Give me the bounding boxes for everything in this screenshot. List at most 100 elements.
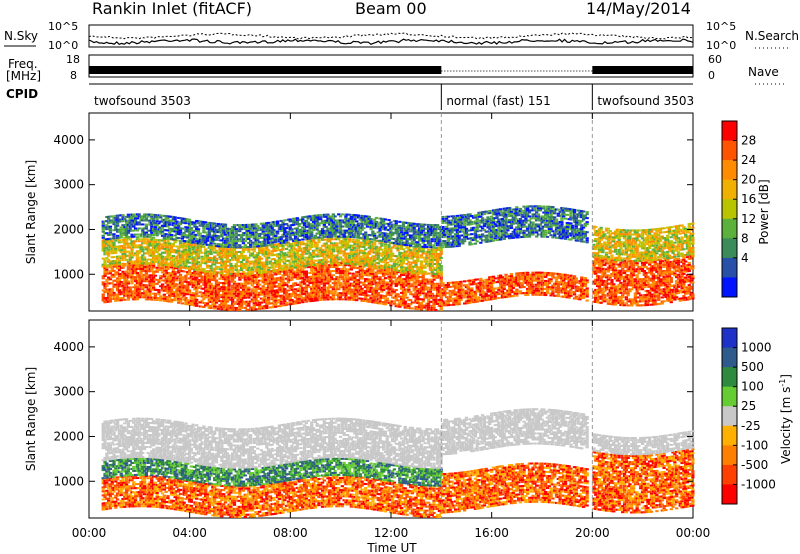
power-cell-1716	[348, 284, 351, 286]
power-cell-2647	[165, 264, 168, 266]
power-cell-3599	[355, 249, 358, 251]
power-cell-2273	[431, 297, 434, 299]
power-cell-192	[130, 282, 133, 284]
power-cell-258	[139, 294, 142, 296]
power-cell-3594	[355, 259, 358, 261]
power-cell-547	[181, 278, 184, 280]
power-cell-4099	[120, 236, 123, 238]
power-cell-4110	[121, 220, 124, 222]
power-cell-2602	[154, 239, 157, 241]
power-cell-2963	[226, 259, 229, 261]
power-cell-1808	[360, 274, 363, 276]
power-cell-3246	[283, 256, 286, 258]
power-cell-2206	[420, 282, 423, 284]
power-cell-721	[208, 281, 211, 283]
power-cell-2023	[393, 303, 396, 305]
power-cell-4015	[438, 255, 441, 257]
power-cell-2538	[143, 256, 146, 258]
power-cell-3962	[429, 267, 432, 269]
power-cell-1613	[333, 298, 336, 300]
power-cell-3194	[272, 246, 275, 248]
power-cell-1068	[256, 286, 259, 288]
power-cell-511	[177, 302, 180, 304]
power-cell-3936	[422, 253, 425, 255]
power-cell-2561	[147, 238, 150, 240]
power-cell-389	[159, 295, 162, 297]
power-cell-3493	[335, 260, 338, 262]
power-cell-4176	[138, 227, 141, 229]
power-cell-2500	[134, 244, 137, 246]
power-cell-637	[195, 291, 198, 293]
power-cell-3399	[314, 242, 317, 244]
power-cell-3797	[395, 259, 398, 261]
power-cell-4493	[211, 224, 214, 226]
power-cell-86	[114, 274, 117, 276]
power-cell-1771	[355, 275, 358, 277]
power-cell-2096	[404, 292, 407, 294]
power-cell-3387	[312, 256, 315, 258]
power-cell-3338	[301, 241, 304, 243]
power-cell-1501	[317, 275, 320, 277]
power-cell-909	[233, 281, 236, 283]
power-cell-274	[141, 288, 144, 290]
power-cell-3689	[371, 245, 374, 247]
power-cell-4256	[157, 222, 160, 224]
power-cell-3733	[380, 249, 383, 251]
power-cell-3015	[236, 271, 239, 273]
power-cell-3751	[384, 247, 387, 249]
power-cell-3484	[332, 246, 335, 248]
power-cell-1883	[371, 273, 374, 275]
power-cell-1512	[319, 283, 322, 285]
power-cell-889	[231, 299, 234, 301]
power-cell-2437	[120, 241, 123, 243]
power-cell-4315	[172, 222, 175, 224]
power-cell-3677	[369, 257, 372, 259]
power-cell-78	[112, 270, 115, 272]
power-cell-2678	[168, 242, 171, 244]
power-cell-1091	[260, 279, 263, 281]
power-cell-2812	[193, 245, 196, 247]
power-cell-3301	[296, 264, 299, 266]
power-cell-1889	[373, 298, 376, 300]
power-cell-279	[141, 276, 144, 278]
power-cell-4526	[220, 239, 223, 241]
power-cell-3568	[350, 259, 353, 261]
power-cell-286	[143, 296, 146, 298]
power-cell-2970	[227, 271, 230, 273]
power-cell-3805	[396, 249, 399, 251]
power-cell-3362	[307, 244, 310, 246]
power-cell-3450	[326, 261, 329, 263]
power-cell-2601	[154, 241, 157, 243]
power-cell-2034	[395, 297, 398, 299]
power-cell-16	[103, 275, 106, 277]
power-cell-15	[103, 283, 106, 285]
date-title: 14/May/2014	[586, 0, 691, 18]
power-cell-4477	[209, 242, 212, 244]
power-cell-4060	[109, 226, 112, 228]
power-cell-2987	[231, 271, 234, 273]
power-cell-1161	[271, 298, 274, 300]
power-cell-1633	[335, 266, 338, 268]
power-cell-67	[111, 268, 114, 270]
power-cell-4170	[136, 234, 139, 236]
power-cell-1060	[254, 278, 257, 280]
power-cell-2231	[423, 282, 426, 284]
power-cell-3949	[425, 261, 428, 263]
power-cell-788	[217, 296, 220, 298]
power-cell-375	[156, 271, 159, 273]
power-cell-618	[193, 296, 196, 298]
power-cell-3580	[351, 245, 354, 247]
power-cell-3558	[348, 257, 351, 259]
power-cell-2554	[147, 252, 150, 254]
power-cell-3972	[431, 265, 434, 267]
power-cell-2856	[204, 262, 207, 264]
power-cell-1190	[274, 304, 277, 306]
power-cell-2120	[407, 287, 410, 289]
power-cell-2215	[422, 290, 425, 292]
power-cell-2576	[150, 249, 153, 251]
power-cell-3590	[353, 243, 356, 245]
power-cell-3964	[429, 263, 432, 265]
power-cell-525	[179, 294, 182, 296]
power-cell-2886	[209, 251, 212, 253]
power-cell-1000	[247, 303, 250, 305]
